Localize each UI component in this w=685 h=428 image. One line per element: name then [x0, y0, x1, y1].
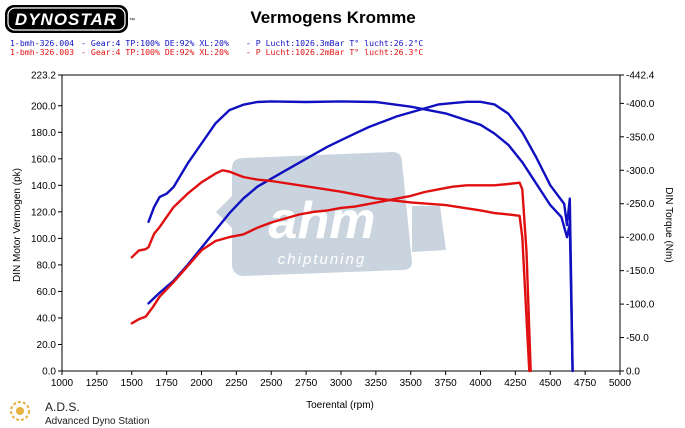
blue-power-line: [147, 100, 574, 373]
x-tick-label: 4250: [504, 378, 527, 389]
x-axis-label: Toerental (rpm): [306, 400, 374, 411]
legend-run-1: 1-bmh-326.004 - Gear:4 TP:100% DE:92% XL…: [10, 38, 423, 48]
legend-run-2: 1-bmh-326.003 - Gear:4 TP:100% DE:92% XL…: [10, 47, 423, 57]
logo-trademark: ™: [129, 17, 135, 24]
y2-tick-label: -300.0: [626, 166, 655, 177]
y-axis-left: 0.0 20.0 40.0 60.0 80.0 100.0 120.0 140.0 160.0 1…: [31, 71, 62, 378]
x-tick-label: 2500: [260, 378, 283, 389]
legend-run-2-ambient: - P Lucht:1026.2mBar T° lucht:26.3°C: [246, 47, 424, 57]
y2-tick-label: -350.0: [626, 132, 655, 143]
y2-tick-label: -150.0: [626, 266, 655, 277]
x-tick-label: 3750: [435, 378, 458, 389]
x-tick-label: 4500: [539, 378, 562, 389]
x-tick-label: 2250: [225, 378, 248, 389]
x-tick-label: 2000: [190, 378, 213, 389]
legend-run-2-params: - Gear:4 TP:100% DE:92% XL:20%: [81, 47, 229, 57]
y-axis-right: 0.0 -50.0 -100.0 -150.0 -200.0 -250.0 -300.0 -3…: [620, 71, 655, 378]
series-group: [130, 100, 574, 373]
x-tick-label: 1750: [156, 378, 179, 389]
y-tick-label: 60.0: [37, 287, 57, 298]
watermark-logo: ahm chiptuning: [216, 152, 446, 276]
watermark-subtext: chiptuning: [278, 251, 366, 268]
y-tick-label: 120.0: [31, 207, 56, 218]
y-tick-label: 140.0: [31, 181, 56, 192]
ads-sun-core-icon: [16, 407, 24, 415]
chart-title: Vermogens Kromme: [250, 8, 415, 27]
x-tick-label: 4750: [574, 378, 597, 389]
y-tick-label: 80.0: [37, 260, 57, 271]
footer-company: A.D.S.: [45, 400, 80, 414]
y2-tick-label: -442.4: [626, 71, 655, 82]
x-tick-label: 1250: [86, 378, 109, 389]
y-tick-label: 0.0: [42, 367, 56, 378]
legend-run-1-ambient: - P Lucht:1026.3mBar T° lucht:26.2°C: [246, 38, 424, 48]
legend: 1-bmh-326.004 - Gear:4 TP:100% DE:92% XL…: [10, 38, 423, 57]
y2-tick-label: -400.0: [626, 99, 655, 110]
y2-tick-label: -100.0: [626, 300, 655, 311]
watermark-arrow-left: [216, 196, 232, 228]
y-tick-label: 160.0: [31, 154, 56, 165]
dynostar-logo: DYNOSTAR ™: [5, 5, 135, 33]
red-power-line: [130, 181, 532, 373]
ads-logo: A.D.S. Advanced Dyno Station: [10, 400, 150, 427]
footer-tagline: Advanced Dyno Station: [45, 416, 150, 427]
logo-text: DYNOSTAR: [15, 10, 117, 29]
watermark-tail: [412, 206, 446, 252]
y2-axis-label: DIN Torque (Nm): [663, 187, 674, 262]
y-tick-label: 40.0: [37, 313, 57, 324]
y-tick-label: 100.0: [31, 234, 56, 245]
y-tick-label: 200.0: [31, 101, 56, 112]
y-tick-label: 223.2: [31, 71, 56, 82]
blue-torque-line: [147, 100, 574, 373]
x-tick-label: 5000: [609, 378, 632, 389]
x-tick-label: 4000: [469, 378, 492, 389]
x-tick-label: 3250: [365, 378, 388, 389]
y-tick-label: 20.0: [37, 340, 57, 351]
watermark-text: ahm: [269, 192, 376, 250]
x-tick-label: 1500: [121, 378, 144, 389]
ads-sun-icon: [10, 401, 30, 421]
y2-tick-label: 0.0: [626, 367, 640, 378]
legend-run-2-id: 1-bmh-326.003: [10, 47, 74, 57]
y-axis-label: DIN Motor Vermogen (pk): [12, 168, 23, 282]
x-tick-label: 3500: [400, 378, 423, 389]
legend-run-1-params: - Gear:4 TP:100% DE:92% XL:20%: [81, 38, 229, 48]
x-tick-label: 1000: [51, 378, 74, 389]
y-tick-label: 180.0: [31, 128, 56, 139]
x-tick-label: 3000: [330, 378, 353, 389]
x-axis: 1000 1250 1500 1750 2000 2250 2500 2750 3000 3250…: [51, 371, 632, 389]
legend-run-1-id: 1-bmh-326.004: [10, 38, 74, 48]
y2-tick-label: -200.0: [626, 233, 655, 244]
x-tick-label: 2750: [295, 378, 318, 389]
y2-tick-label: -50.0: [626, 333, 649, 344]
y2-tick-label: -250.0: [626, 199, 655, 210]
red-torque-line: [130, 169, 531, 373]
